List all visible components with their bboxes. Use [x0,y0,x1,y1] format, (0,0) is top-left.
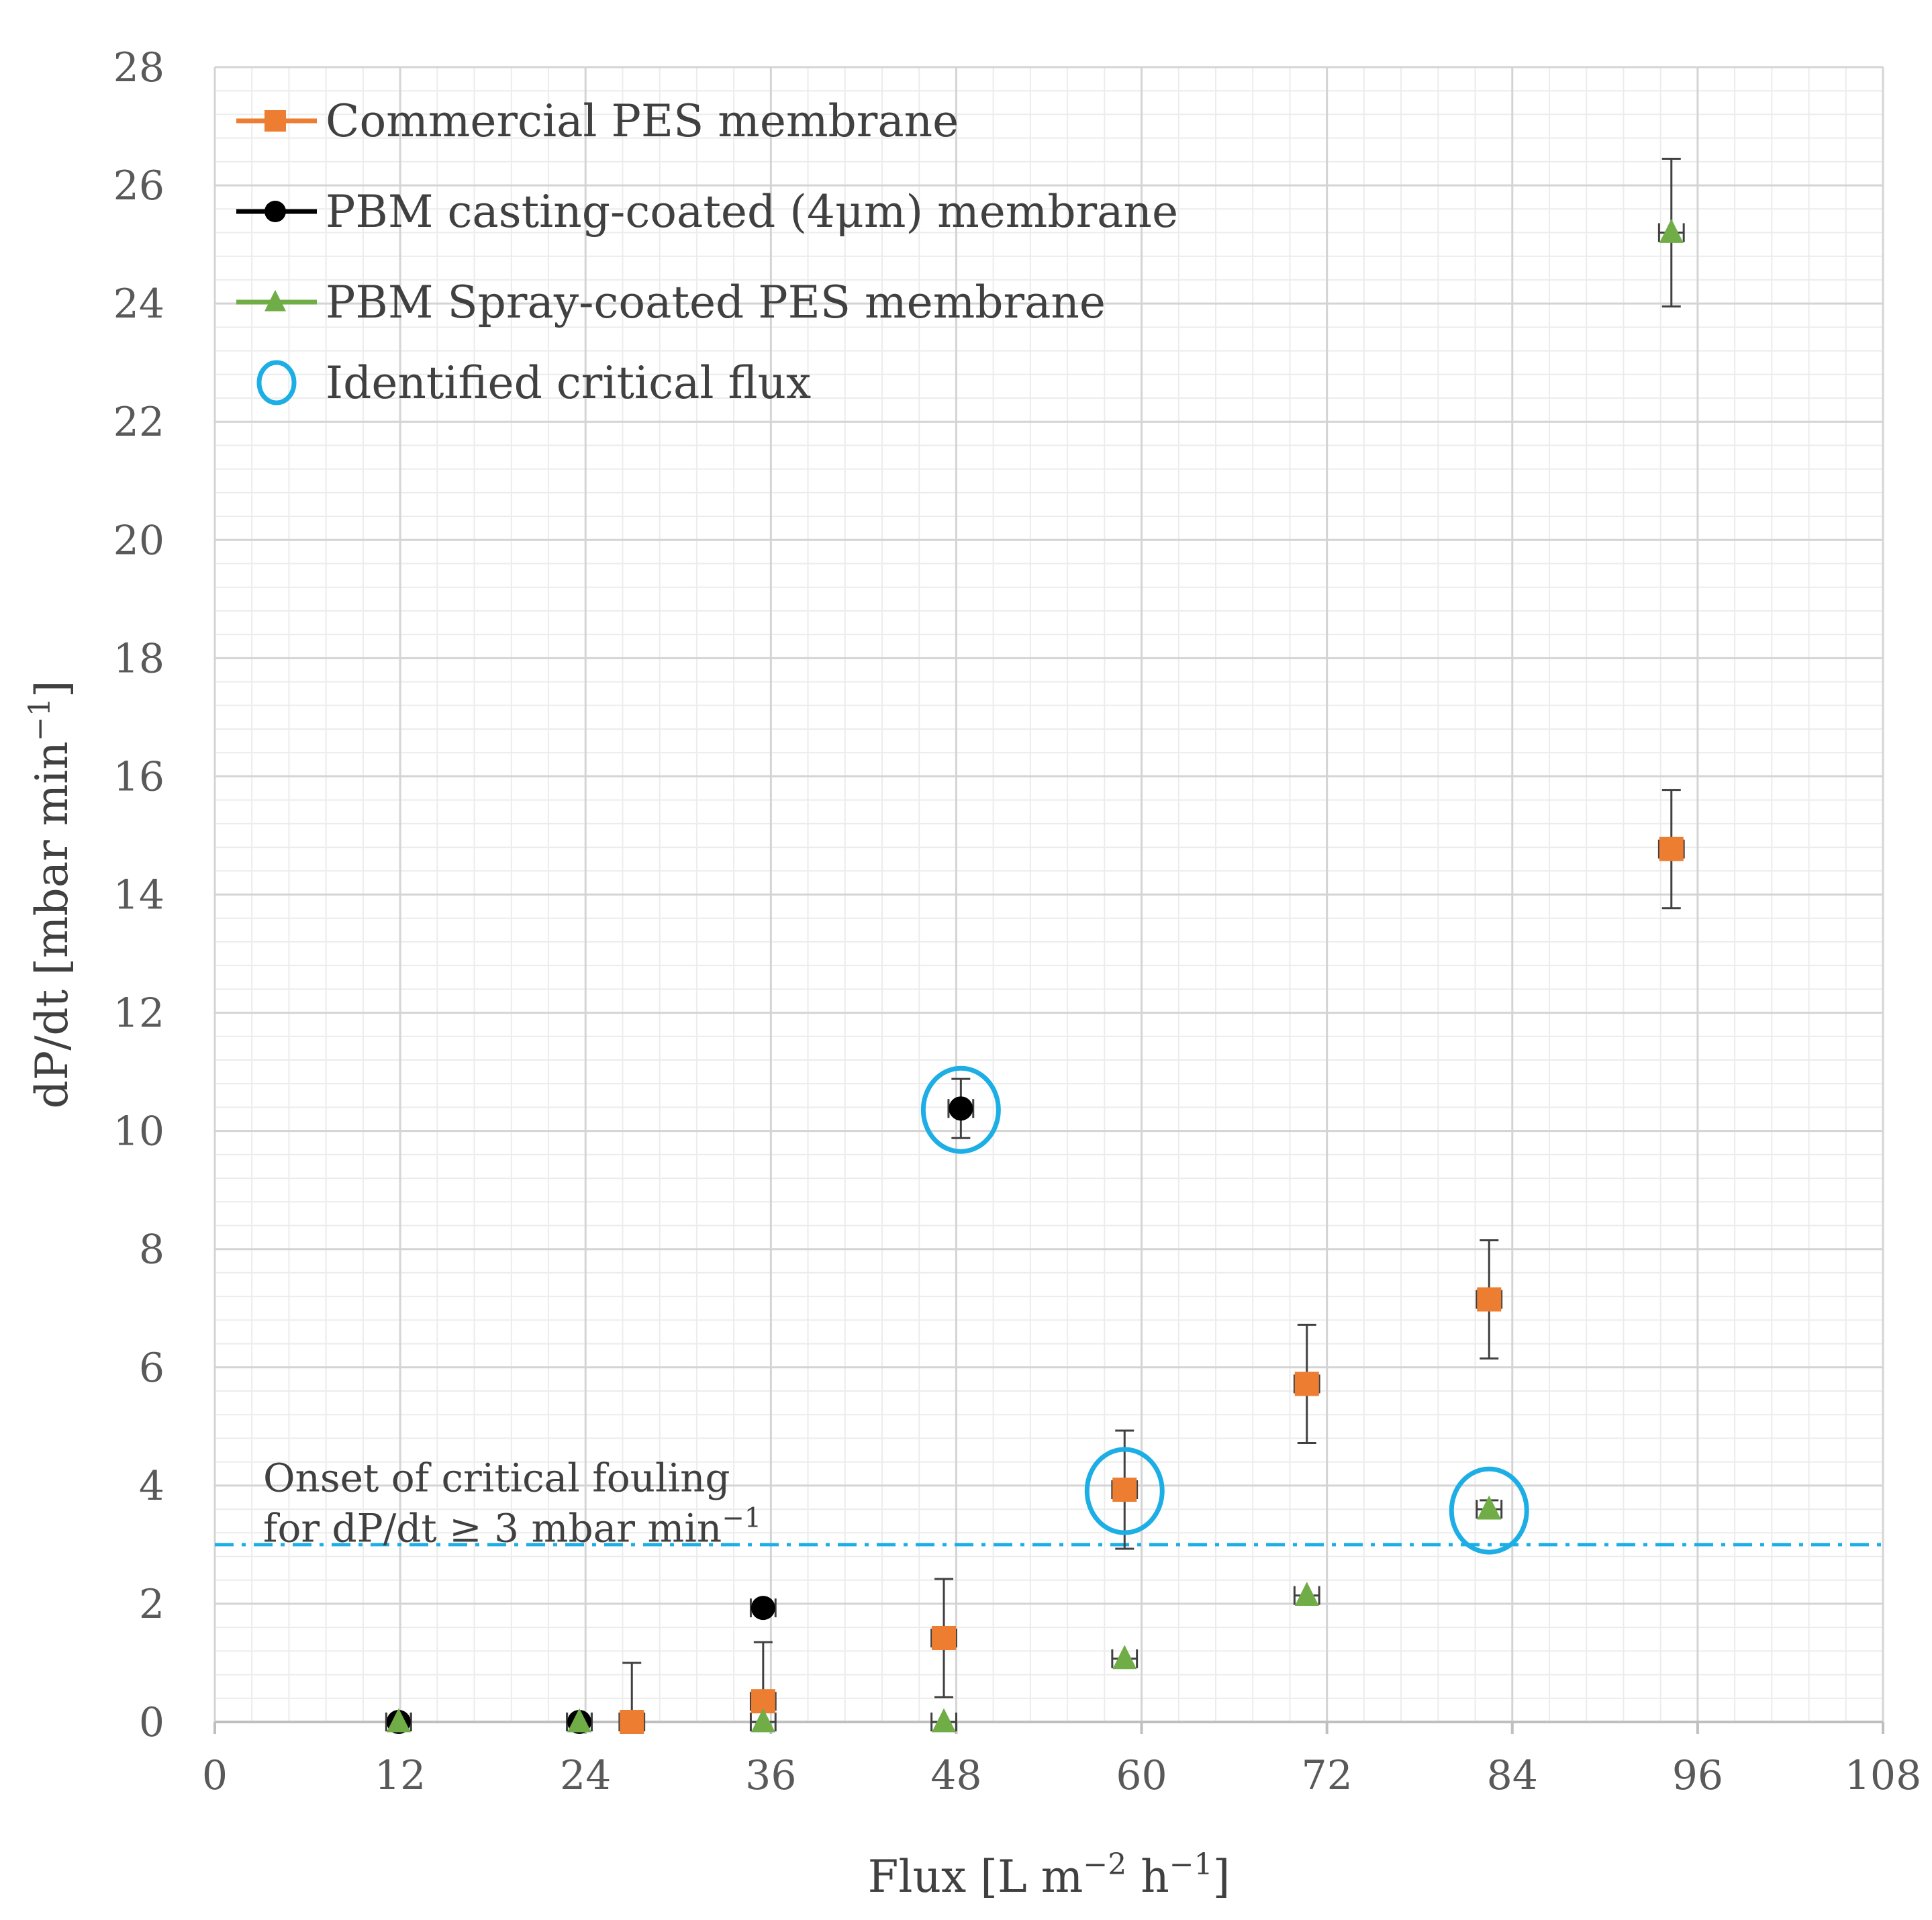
x-axis-title: Flux [L m−2 h−1] [868,1847,1230,1903]
legend-label: Commercial PES membrane [326,95,959,147]
critical-flux-circle [920,1065,1001,1154]
legend-label: Identified critical flux [326,357,811,409]
y-tick-label: 26 [113,162,164,209]
y-tick-label: 0 [139,1699,164,1746]
legend-label: PBM casting-coated (4μm) membrane [326,186,1178,238]
x-tick-label: 96 [1672,1752,1723,1799]
x-tick-label: 0 [202,1752,228,1799]
legend-marker-triangle [264,289,286,311]
y-tick-label: 18 [113,635,164,682]
data-point-triangle [1112,1645,1137,1670]
y-tick-label: 4 [139,1463,164,1510]
x-tick-label: 84 [1487,1752,1538,1799]
data-point-circle [751,1596,775,1621]
threshold-annotation-line2: for dP/dt ≥ 3 mbar min−1 [263,1502,761,1551]
y-tick-label: 8 [139,1227,164,1274]
data-point-triangle [1477,1495,1502,1520]
y-axis-title: dP/dt [mbar min−1] [23,681,78,1109]
x-tick-label: 108 [1845,1752,1922,1799]
y-tick-label: 20 [113,517,164,564]
y-tick-label: 16 [113,753,164,800]
data-point-square [1294,1372,1319,1396]
y-tick-label: 2 [139,1581,164,1628]
x-tick-label: 72 [1301,1752,1352,1799]
threshold-annotation-line1: Onset of critical fouling [263,1455,730,1501]
y-tick-label: 12 [113,990,164,1037]
x-tick-label: 48 [930,1752,981,1799]
x-tick-label: 36 [745,1752,796,1799]
critical-flux-circle [1449,1466,1529,1555]
data-point-triangle [567,1708,592,1733]
data-point-square [1477,1287,1502,1312]
data-point-square [932,1625,957,1650]
major-gridlines [213,66,1884,1723]
y-tick-label: 10 [113,1108,164,1155]
data-point-square [1659,836,1684,861]
data-point-square [620,1710,644,1734]
data-point-triangle [1294,1582,1319,1606]
critical-flux-circles [920,1065,1529,1555]
data-point-triangle [932,1708,957,1733]
y-tick-label: 6 [139,1345,164,1392]
x-tick-label: 12 [375,1752,426,1799]
x-tick-label: 24 [560,1752,611,1799]
data-point-triangle [386,1708,411,1733]
y-tick-label: 24 [113,281,164,328]
data-point-square [1112,1478,1137,1502]
legend-marker-circle [264,201,286,222]
legend-marker-circle [256,360,297,405]
y-tick-label: 28 [113,44,164,91]
data-point-triangle [1659,218,1684,243]
legend-marker-square [264,110,286,132]
x-tick-labels: 0 12 24 36 48 60 72 84 96 108 [202,1752,1921,1799]
data-markers [386,218,1684,1734]
legend-label: PBM Spray-coated PES membrane [326,277,1106,328]
critical-flux-circle [1084,1447,1165,1535]
legend: Commercial PES membrane PBM casting-coate… [236,95,1178,409]
data-point-circle [949,1096,973,1121]
y-tick-label: 14 [113,872,164,919]
x-tick-label: 60 [1116,1752,1167,1799]
data-point-triangle [751,1708,775,1733]
y-tick-label: 22 [113,399,164,446]
